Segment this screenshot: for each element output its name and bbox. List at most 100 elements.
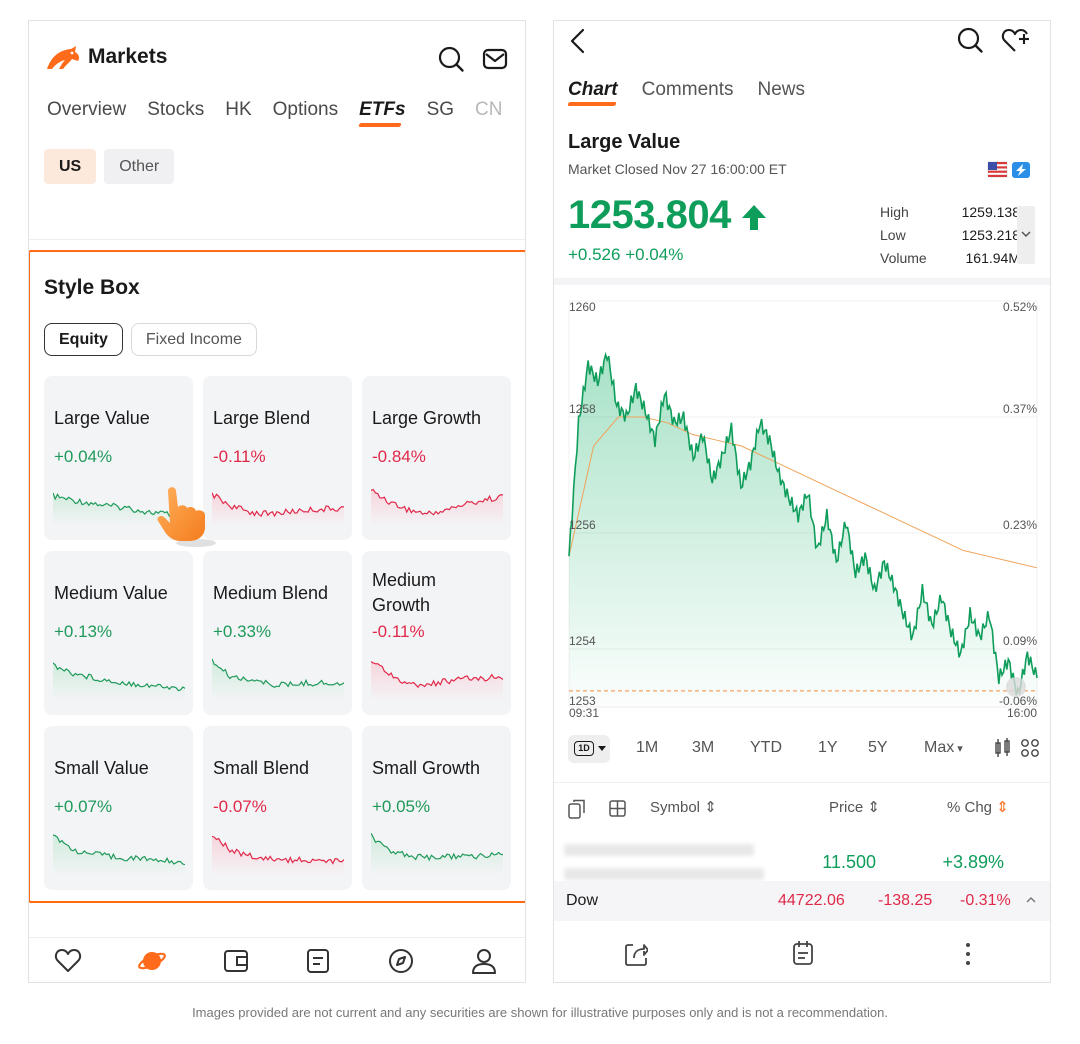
compass-icon[interactable] [386,946,416,976]
style-cell-large-value[interactable]: Large Value +0.04% [44,376,193,540]
blurred-symbol [564,868,764,880]
ticker-name: Dow [566,892,599,909]
hand-pointer-icon [157,487,216,547]
timeframe-label: 5Y [868,739,888,756]
cell-change: +0.07% [54,797,113,816]
chart-reset-icon[interactable] [1006,677,1026,697]
style-cell-small-growth[interactable]: Small Growth +0.05% [362,726,511,890]
price-area [569,354,1037,707]
divider [554,782,1050,783]
more-icon[interactable] [964,941,972,967]
arrow-up-icon [742,205,766,230]
stat-volume: Volume 161.94M [880,250,1020,273]
wallet-icon[interactable] [221,946,251,976]
stat-high: High 1259.138 [880,204,1020,227]
intraday-chart[interactable]: 1260 1258 1256 1254 1253 0.52% 0.37% 0.23% 0.09%… [554,289,1051,719]
us-flag-icon [987,161,1030,178]
sparkline-line [371,488,503,516]
cell-name: Large Blend [213,408,311,428]
cell-change: -0.11% [213,447,266,466]
disclaimer-text: Images provided are not current and any … [192,1005,888,1020]
search-icon[interactable] [437,45,465,73]
region-chip-other[interactable]: Other [104,149,175,184]
tab-chart[interactable]: Chart [568,79,618,100]
style-box-grid: Large Value +0.04% Large Blend -0.11% Large … [44,376,511,890]
style-cell-medium-growth[interactable]: Medium Growth -0.11% [362,551,511,715]
profile-icon[interactable] [469,946,499,976]
tab-options[interactable]: Options [272,99,339,120]
timeframe-1d[interactable]: 1D [568,735,610,763]
timeframe-ytd[interactable]: YTD [750,739,782,757]
table-header: Symbol ⇕ Price ⇕ % Chg ⇕ [568,797,1036,821]
stat-low: Low 1253.218 [880,227,1020,250]
style-cell-medium-blend[interactable]: Medium Blend +0.33% [203,551,352,715]
y-tick-right: 0.37% [1003,402,1037,416]
style-cell-large-growth[interactable]: Large Growth -0.84% [362,376,511,540]
tab-stocks[interactable]: Stocks [147,99,205,120]
tab-news[interactable]: News [757,79,805,100]
sparkline-line [212,658,344,688]
sparkline-line [212,492,344,518]
add-watchlist-icon[interactable] [1000,26,1034,54]
calendar-icon[interactable] [792,940,814,966]
layout-grid-icon[interactable] [1021,739,1039,757]
tab-etfs[interactable]: ETFs [359,99,406,120]
timeframe-label: YTD [750,739,782,756]
tab-sg[interactable]: SG [426,99,455,120]
back-icon[interactable] [568,28,588,54]
sparkline [212,492,344,526]
stat-label: High [880,204,909,220]
tab-hk[interactable]: HK [225,99,252,120]
planet-icon[interactable] [137,946,167,976]
region-chip-us[interactable]: US [44,149,97,184]
timeframe-label: 1D [574,741,594,756]
style-cell-large-blend[interactable]: Large Blend -0.11% [203,376,352,540]
stat-value: 1253.218 [961,227,1020,243]
share-icon[interactable] [624,941,648,967]
tab-comments[interactable]: Comments [641,79,734,100]
tab-cn[interactable]: CN [475,99,503,120]
cell-change: +0.05% [372,797,431,816]
cell-change: +0.04% [54,447,113,466]
timeframe-label: 1M [636,739,659,756]
style-cell-small-value[interactable]: Small Value +0.07% [44,726,193,890]
heart-icon[interactable] [53,946,83,976]
timeframe-1y[interactable]: 1Y [818,739,838,757]
mail-icon[interactable] [481,45,509,73]
sparkline-area [371,489,503,526]
candlestick-icon[interactable] [995,738,1011,758]
sparkline [53,492,185,526]
cell-change: -0.07% [213,797,267,816]
expand-stats-button[interactable] [1017,206,1035,264]
sparkline-line [53,662,185,692]
stat-label: Low [880,227,906,243]
tab-overview[interactable]: Overview [47,99,127,120]
market-status: Market Closed Nov 27 16:00:00 ET [568,161,787,177]
timeframe-max[interactable]: Max ▾ [924,739,963,757]
price-line [568,351,1038,696]
style-cell-medium-value[interactable]: Medium Value +0.13% [44,551,193,715]
timeframe-selector: 1D 1M 3M YTD 1Y 5Y Max ▾ [568,733,1050,763]
chevron-up-icon[interactable] [1026,896,1036,904]
cell-change: +0.33% [213,622,272,641]
index-ticker[interactable]: Dow 44722.06 -138.25 -0.31% [554,881,1050,921]
timeframe-3m[interactable]: 3M [692,739,714,757]
segment-equity[interactable]: Equity [44,323,123,356]
sparkline-line [53,492,185,519]
style-cell-small-blend[interactable]: Small Blend -0.07% [203,726,352,890]
cell-name: Large Growth [372,408,482,428]
price-header[interactable]: Price ⇕ [829,799,880,816]
pct-change-header[interactable]: % Chg ⇕ [947,799,1009,816]
copy-icon[interactable] [568,799,586,819]
cell-name: Medium Value [54,583,168,603]
segment-fixed-income[interactable]: Fixed Income [130,323,257,356]
symbol-header[interactable]: Symbol ⇕ [650,799,717,816]
timeframe-1m[interactable]: 1M [636,739,658,757]
search-icon[interactable] [956,26,984,54]
grid-icon[interactable] [609,800,626,817]
caret-down-icon: ▾ [954,743,963,755]
notes-icon[interactable] [303,946,333,976]
table-row[interactable]: 11.500 +3.89% [554,836,1050,891]
divider [29,239,525,240]
timeframe-5y[interactable]: 5Y [868,739,888,757]
